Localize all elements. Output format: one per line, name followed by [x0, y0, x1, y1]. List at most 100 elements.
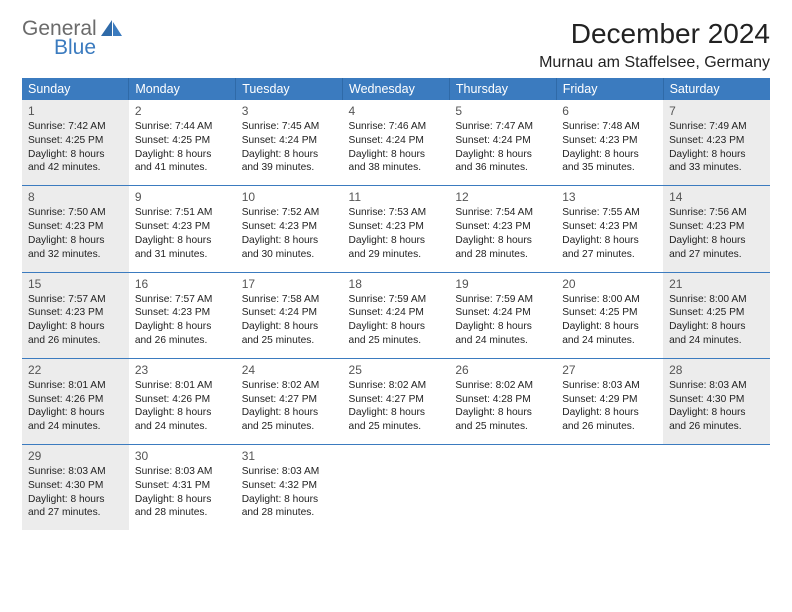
- daylight-line: Daylight: 8 hours: [455, 406, 550, 420]
- daylight-line: and 30 minutes.: [242, 248, 337, 262]
- day-number: 24: [242, 362, 337, 378]
- sunset-line: Sunset: 4:27 PM: [242, 393, 337, 407]
- daylight-line: Daylight: 8 hours: [669, 320, 764, 334]
- calendar-cell: 16Sunrise: 7:57 AMSunset: 4:23 PMDayligh…: [129, 272, 236, 358]
- sunset-line: Sunset: 4:31 PM: [135, 479, 230, 493]
- calendar-cell: 3Sunrise: 7:45 AMSunset: 4:24 PMDaylight…: [236, 100, 343, 186]
- sunrise-line: Sunrise: 8:03 AM: [562, 379, 657, 393]
- sunrise-line: Sunrise: 7:48 AM: [562, 120, 657, 134]
- sunrise-line: Sunrise: 8:01 AM: [135, 379, 230, 393]
- day-number: 18: [349, 276, 444, 292]
- daylight-line: Daylight: 8 hours: [135, 406, 230, 420]
- daylight-line: Daylight: 8 hours: [28, 234, 123, 248]
- daylight-line: Daylight: 8 hours: [28, 148, 123, 162]
- sunrise-line: Sunrise: 7:51 AM: [135, 206, 230, 220]
- daylight-line: Daylight: 8 hours: [349, 406, 444, 420]
- sunset-line: Sunset: 4:23 PM: [135, 220, 230, 234]
- daylight-line: Daylight: 8 hours: [349, 234, 444, 248]
- sunset-line: Sunset: 4:28 PM: [455, 393, 550, 407]
- sunset-line: Sunset: 4:24 PM: [349, 306, 444, 320]
- sunrise-line: Sunrise: 7:59 AM: [455, 293, 550, 307]
- sunrise-line: Sunrise: 7:56 AM: [669, 206, 764, 220]
- sunrise-line: Sunrise: 8:03 AM: [135, 465, 230, 479]
- sail-icon: [101, 20, 123, 38]
- calendar-cell: 21Sunrise: 8:00 AMSunset: 4:25 PMDayligh…: [663, 272, 770, 358]
- sunrise-line: Sunrise: 7:53 AM: [349, 206, 444, 220]
- daylight-line: Daylight: 8 hours: [135, 148, 230, 162]
- calendar-cell: 15Sunrise: 7:57 AMSunset: 4:23 PMDayligh…: [22, 272, 129, 358]
- daylight-line: Daylight: 8 hours: [562, 234, 657, 248]
- sunrise-line: Sunrise: 7:46 AM: [349, 120, 444, 134]
- sunset-line: Sunset: 4:24 PM: [455, 134, 550, 148]
- daylight-line: and 32 minutes.: [28, 248, 123, 262]
- sunrise-line: Sunrise: 7:52 AM: [242, 206, 337, 220]
- title-block: December 2024 Murnau am Staffelsee, Germ…: [539, 18, 770, 72]
- calendar-cell: 18Sunrise: 7:59 AMSunset: 4:24 PMDayligh…: [343, 272, 450, 358]
- calendar-cell: 29Sunrise: 8:03 AMSunset: 4:30 PMDayligh…: [22, 445, 129, 531]
- month-title: December 2024: [539, 18, 770, 50]
- daylight-line: and 39 minutes.: [242, 161, 337, 175]
- dayhead-sunday: Sunday: [22, 78, 129, 100]
- daylight-line: Daylight: 8 hours: [242, 234, 337, 248]
- sunrise-line: Sunrise: 7:57 AM: [135, 293, 230, 307]
- day-number: 1: [28, 103, 123, 119]
- daylight-line: and 27 minutes.: [28, 506, 123, 520]
- calendar-body: 1Sunrise: 7:42 AMSunset: 4:25 PMDaylight…: [22, 100, 770, 530]
- daylight-line: and 26 minutes.: [28, 334, 123, 348]
- sunrise-line: Sunrise: 8:01 AM: [28, 379, 123, 393]
- day-number: 3: [242, 103, 337, 119]
- calendar-cell: [449, 445, 556, 531]
- daylight-line: Daylight: 8 hours: [28, 406, 123, 420]
- daylight-line: and 28 minutes.: [135, 506, 230, 520]
- calendar-cell: 30Sunrise: 8:03 AMSunset: 4:31 PMDayligh…: [129, 445, 236, 531]
- daylight-line: Daylight: 8 hours: [669, 234, 764, 248]
- daylight-line: Daylight: 8 hours: [562, 320, 657, 334]
- sunrise-line: Sunrise: 7:47 AM: [455, 120, 550, 134]
- calendar-cell: 4Sunrise: 7:46 AMSunset: 4:24 PMDaylight…: [343, 100, 450, 186]
- sunrise-line: Sunrise: 7:59 AM: [349, 293, 444, 307]
- calendar-cell: [343, 445, 450, 531]
- daylight-line: Daylight: 8 hours: [669, 406, 764, 420]
- calendar-cell: 19Sunrise: 7:59 AMSunset: 4:24 PMDayligh…: [449, 272, 556, 358]
- sunrise-line: Sunrise: 8:03 AM: [669, 379, 764, 393]
- dayhead-tuesday: Tuesday: [236, 78, 343, 100]
- calendar-row: 29Sunrise: 8:03 AMSunset: 4:30 PMDayligh…: [22, 445, 770, 531]
- sunrise-line: Sunrise: 7:50 AM: [28, 206, 123, 220]
- sunset-line: Sunset: 4:29 PM: [562, 393, 657, 407]
- day-number: 13: [562, 189, 657, 205]
- day-number: 26: [455, 362, 550, 378]
- daylight-line: and 25 minutes.: [349, 420, 444, 434]
- daylight-line: Daylight: 8 hours: [28, 493, 123, 507]
- daylight-line: and 38 minutes.: [349, 161, 444, 175]
- sunset-line: Sunset: 4:23 PM: [669, 134, 764, 148]
- calendar-cell: 20Sunrise: 8:00 AMSunset: 4:25 PMDayligh…: [556, 272, 663, 358]
- calendar-cell: 26Sunrise: 8:02 AMSunset: 4:28 PMDayligh…: [449, 358, 556, 444]
- daylight-line: and 24 minutes.: [455, 334, 550, 348]
- day-number: 11: [349, 189, 444, 205]
- daylight-line: and 25 minutes.: [242, 334, 337, 348]
- calendar-cell: 28Sunrise: 8:03 AMSunset: 4:30 PMDayligh…: [663, 358, 770, 444]
- sunset-line: Sunset: 4:25 PM: [669, 306, 764, 320]
- calendar-row: 8Sunrise: 7:50 AMSunset: 4:23 PMDaylight…: [22, 186, 770, 272]
- daylight-line: Daylight: 8 hours: [455, 148, 550, 162]
- daylight-line: Daylight: 8 hours: [242, 148, 337, 162]
- sunset-line: Sunset: 4:32 PM: [242, 479, 337, 493]
- logo: General Blue: [22, 18, 123, 58]
- day-number: 19: [455, 276, 550, 292]
- day-number: 23: [135, 362, 230, 378]
- day-number: 29: [28, 448, 123, 464]
- calendar-cell: 22Sunrise: 8:01 AMSunset: 4:26 PMDayligh…: [22, 358, 129, 444]
- sunset-line: Sunset: 4:27 PM: [349, 393, 444, 407]
- daylight-line: Daylight: 8 hours: [135, 234, 230, 248]
- calendar-cell: 2Sunrise: 7:44 AMSunset: 4:25 PMDaylight…: [129, 100, 236, 186]
- daylight-line: and 36 minutes.: [455, 161, 550, 175]
- day-number: 7: [669, 103, 764, 119]
- calendar-cell: 31Sunrise: 8:03 AMSunset: 4:32 PMDayligh…: [236, 445, 343, 531]
- daylight-line: and 42 minutes.: [28, 161, 123, 175]
- calendar-cell: [663, 445, 770, 531]
- daylight-line: Daylight: 8 hours: [135, 493, 230, 507]
- calendar-cell: 7Sunrise: 7:49 AMSunset: 4:23 PMDaylight…: [663, 100, 770, 186]
- sunrise-line: Sunrise: 8:02 AM: [455, 379, 550, 393]
- sunset-line: Sunset: 4:30 PM: [669, 393, 764, 407]
- sunrise-line: Sunrise: 7:58 AM: [242, 293, 337, 307]
